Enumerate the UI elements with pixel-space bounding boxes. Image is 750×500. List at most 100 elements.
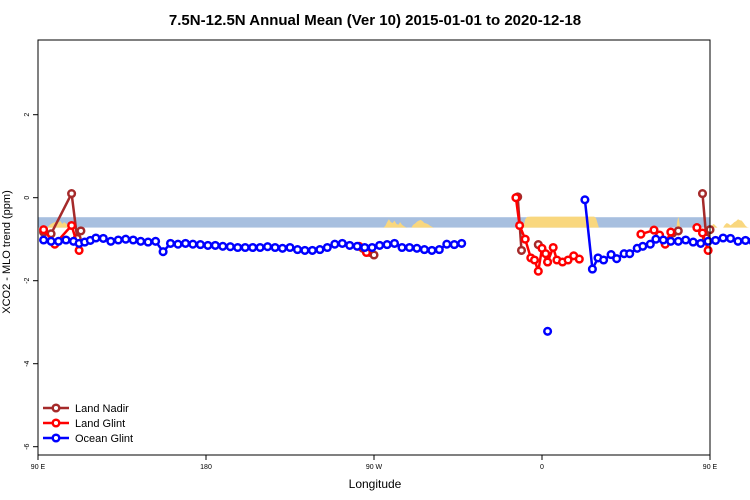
y-axis: 2 0 -2 -4 -6 [24, 113, 38, 450]
y-axis-label: XCO2 - MLO trend (ppm) [1, 190, 13, 313]
data-point [612, 254, 622, 264]
data-point [427, 245, 437, 255]
data-point [375, 240, 385, 250]
legend-marker [51, 403, 61, 413]
data-point [151, 236, 161, 246]
data-point [515, 220, 525, 231]
data-point [651, 234, 661, 244]
data-point [322, 242, 332, 253]
series-ocean-glint [39, 195, 750, 336]
x-axis: 90 E 180 90 W 0 90 E [31, 455, 718, 471]
data-point [529, 255, 540, 265]
data-point [725, 233, 736, 243]
legend-label: Land Glint [75, 418, 125, 430]
data-point [533, 266, 543, 276]
data-point [180, 238, 191, 248]
y-tick-label: -6 [24, 443, 31, 449]
data-point [352, 241, 362, 251]
data-point [74, 245, 84, 255]
x-tick-label: 90 E [31, 464, 46, 471]
data-point [240, 242, 250, 253]
data-point [225, 242, 235, 252]
data-point [382, 240, 392, 250]
data-point [360, 242, 370, 253]
data-point [195, 240, 205, 250]
legend-label: Land Nadir [75, 403, 129, 415]
data-point [740, 235, 750, 245]
data-point [158, 247, 168, 257]
data-point [688, 237, 698, 247]
data-point [106, 236, 116, 246]
data-point [587, 264, 597, 274]
data-point [46, 236, 56, 246]
data-point [442, 239, 452, 249]
data-point [315, 245, 325, 255]
legend-label: Ocean Glint [75, 433, 133, 445]
data-point [285, 242, 295, 253]
data-point [263, 242, 273, 252]
data-point [233, 242, 243, 253]
data-point [188, 239, 198, 249]
series-layer [39, 189, 750, 336]
data-point [143, 237, 153, 247]
x-tick-label: 180 [200, 464, 212, 471]
data-point [248, 242, 258, 253]
data-point [574, 254, 584, 264]
data-point [203, 240, 213, 250]
legend-marker [51, 433, 61, 443]
data-point [419, 245, 429, 255]
data-point [330, 239, 340, 249]
data-point [625, 249, 635, 259]
data-point [658, 235, 668, 245]
x-axis-label: Longitude [349, 477, 402, 491]
data-point [697, 189, 708, 199]
x-tick-label: 90 W [366, 464, 383, 471]
data-point [516, 245, 527, 255]
land-fill [43, 216, 750, 228]
data-point [173, 239, 183, 249]
data-point [165, 238, 176, 248]
data-point [697, 228, 708, 238]
y-tick-label: -2 [24, 277, 31, 283]
land-band [38, 217, 710, 228]
data-point [457, 238, 467, 248]
data-point [511, 193, 521, 203]
data-point [673, 226, 683, 236]
data-point [300, 245, 310, 255]
data-point [369, 250, 379, 260]
data-point [434, 245, 444, 255]
data-point [733, 236, 743, 246]
data-point [67, 189, 77, 199]
data-point [389, 238, 400, 248]
data-point [292, 245, 303, 255]
data-point [91, 233, 101, 243]
data-point [53, 236, 64, 246]
data-point [98, 233, 108, 243]
data-point [136, 236, 146, 246]
data-point [580, 195, 590, 205]
y-tick-label: 0 [24, 196, 31, 200]
data-point [681, 235, 691, 245]
data-point [543, 257, 553, 267]
data-point [412, 243, 422, 253]
data-point [397, 242, 407, 253]
y-tick-label: 2 [24, 113, 31, 117]
data-point [638, 241, 648, 251]
data-point [563, 255, 573, 265]
data-point [39, 235, 49, 245]
legend-marker [51, 418, 61, 428]
data-point [696, 238, 706, 248]
data-point [449, 240, 459, 250]
y-tick-label: -4 [24, 360, 31, 366]
data-point [673, 236, 683, 246]
data-point [218, 241, 228, 251]
data-point [121, 234, 131, 244]
data-point [543, 326, 553, 336]
chart-title: 7.5N-12.5N Annual Mean (Ver 10) 2015-01-… [169, 12, 581, 29]
data-point [270, 242, 280, 253]
data-point [404, 242, 415, 253]
series-land-glint [39, 193, 713, 276]
data-point [649, 225, 659, 235]
data-point [636, 229, 646, 239]
